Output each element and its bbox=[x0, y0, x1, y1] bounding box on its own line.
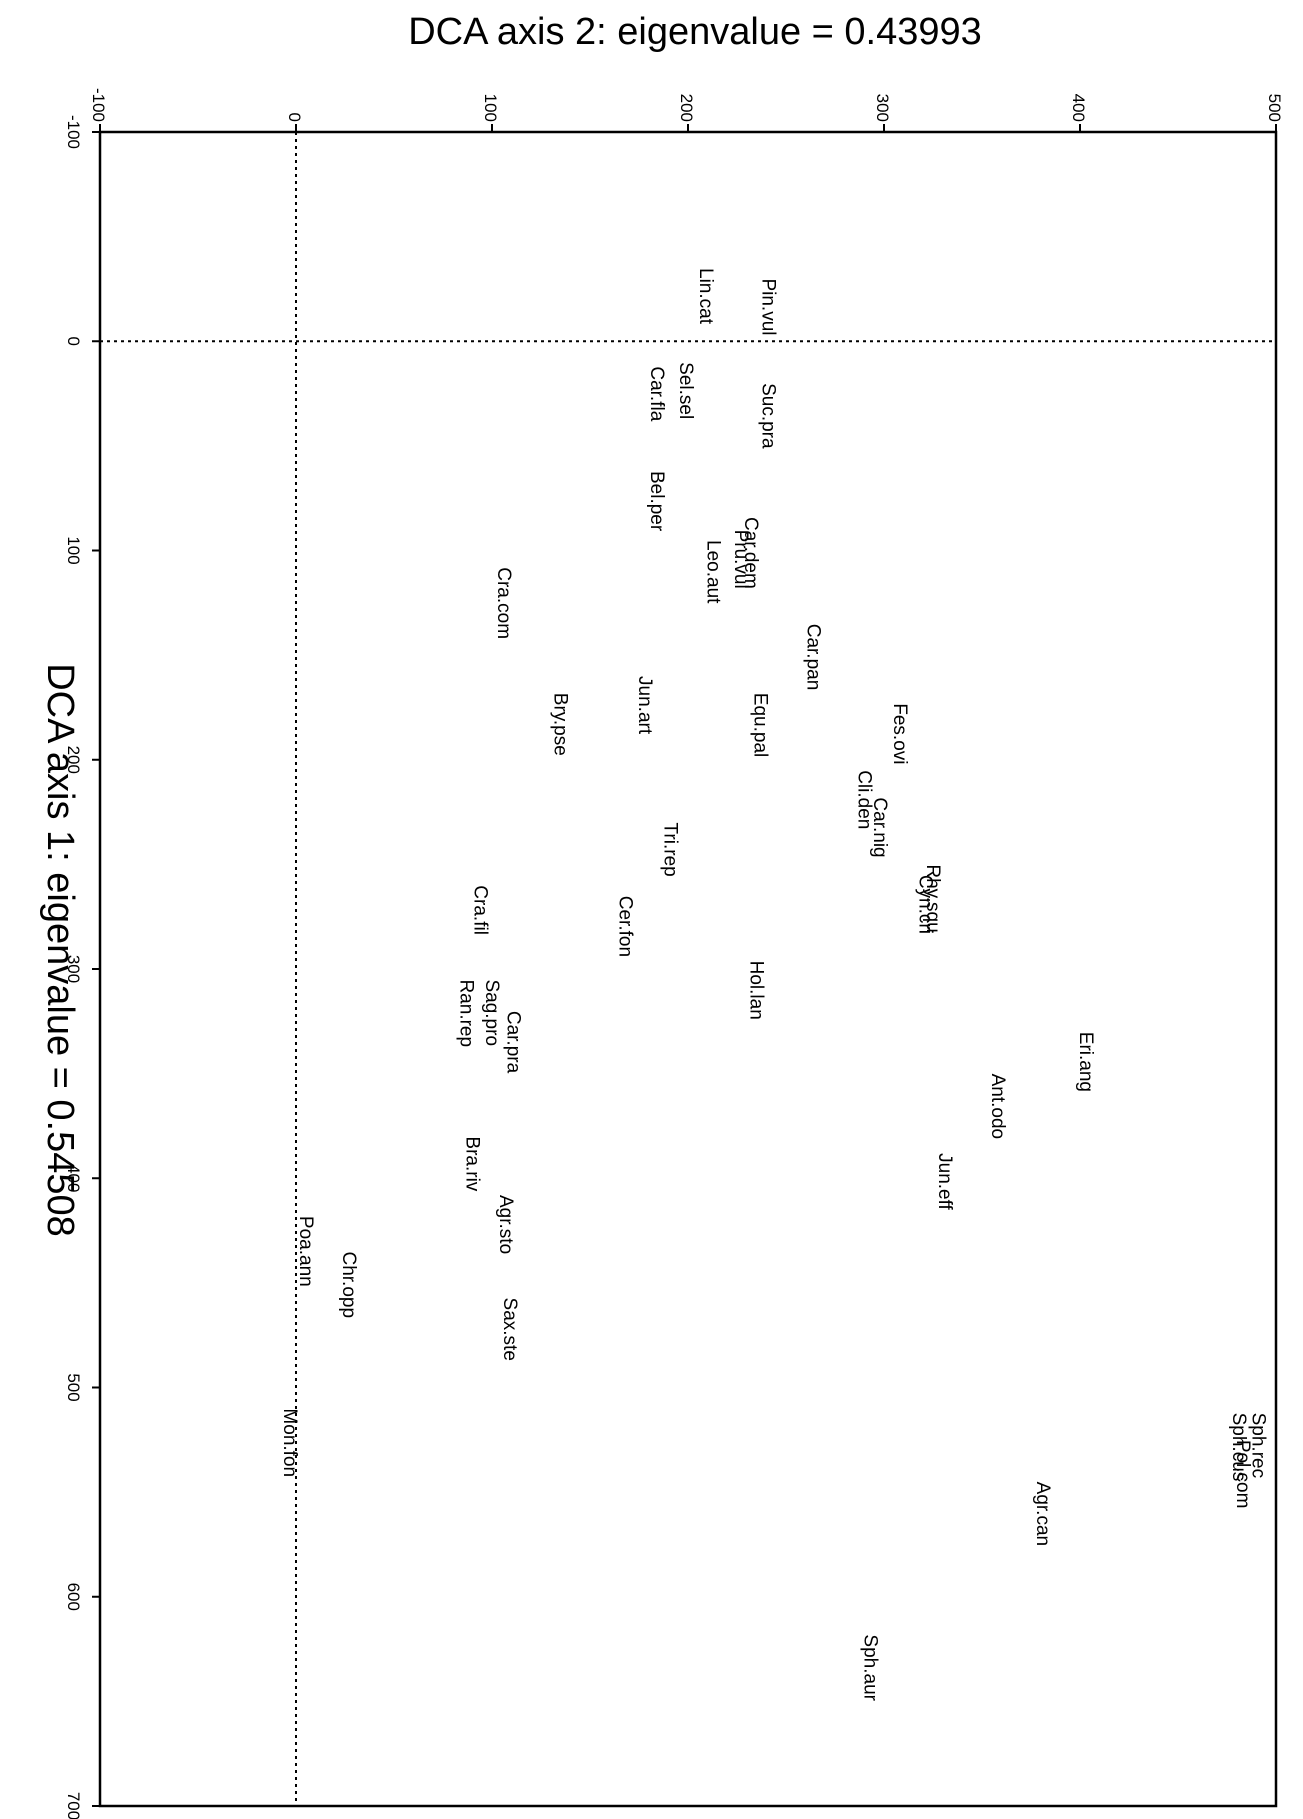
species-label: Cra.fil bbox=[469, 885, 490, 935]
axis1-tick-label: 700 bbox=[64, 1792, 83, 1819]
axis2-tick-label: 300 bbox=[873, 94, 892, 122]
axis2-tick-label: 100 bbox=[481, 94, 500, 122]
species-label: Car.fla bbox=[646, 366, 667, 421]
species-label: Bra.riv bbox=[462, 1136, 483, 1191]
species-label: Lin.cat bbox=[695, 268, 716, 325]
species-label: Sph.cus bbox=[1228, 1413, 1249, 1482]
species-label: Chr.opp bbox=[338, 1251, 359, 1318]
species-label: Sax.ste bbox=[499, 1298, 520, 1361]
species-label: Pru.vul bbox=[730, 530, 751, 589]
species-label: Car.dem bbox=[740, 517, 761, 589]
species-label: Mon.fon bbox=[279, 1408, 300, 1477]
axis2-tick-label: 0 bbox=[285, 113, 304, 122]
axis2-tick-label: 500 bbox=[1265, 94, 1284, 122]
species-label: Poa.ann bbox=[295, 1216, 316, 1287]
species-label: Sag.pro bbox=[481, 979, 502, 1046]
axis2-tick-label: -100 bbox=[89, 88, 108, 122]
axis1-tick-label: 400 bbox=[64, 1164, 83, 1192]
species-label: Car.pan bbox=[803, 624, 824, 691]
species-label: Hol.lan bbox=[746, 961, 767, 1020]
species-label: Leo.aut bbox=[703, 540, 724, 604]
species-label: Sph.aur bbox=[859, 1634, 880, 1701]
axis1-tick-label: 100 bbox=[64, 536, 83, 564]
species-label: Jun.eff bbox=[934, 1153, 955, 1210]
species-label: Cyn.cri bbox=[914, 875, 935, 934]
species-label: Eri.ang bbox=[1075, 1032, 1096, 1092]
species-labels: Lin.cat Pin.vul Suc.pra Sel.sel Car.fla Bel.p… bbox=[279, 268, 1268, 1702]
chart-title: DCA axis 2: eigenvalue = 0.43993 bbox=[408, 11, 982, 53]
axis2-tick-label: 400 bbox=[1069, 94, 1088, 122]
species-label: Pin.vul bbox=[757, 278, 778, 335]
reference-lines bbox=[100, 132, 1276, 1806]
axis1-tick-label: -100 bbox=[64, 115, 83, 149]
species-label: Car.nig bbox=[869, 797, 890, 857]
axis1-tick-label: 600 bbox=[64, 1583, 83, 1611]
axis1-tick-label: 0 bbox=[64, 337, 83, 346]
species-label: Sel.sel bbox=[675, 362, 696, 419]
species-label: Car.pra bbox=[503, 1011, 524, 1074]
axis1-tick-label: 300 bbox=[64, 955, 83, 983]
species-label: Pol.com bbox=[1232, 1440, 1253, 1509]
species-label: Bel.per bbox=[646, 471, 667, 532]
species-label: Jun.art bbox=[634, 676, 655, 735]
species-label: Ant.odo bbox=[987, 1074, 1008, 1140]
species-label: Cra.com bbox=[493, 567, 514, 639]
species-label: Sph.rec bbox=[1247, 1413, 1268, 1478]
species-label: Tri.rep bbox=[659, 823, 680, 877]
species-label: Bry.pse bbox=[550, 693, 571, 756]
axis2-tick-label: 200 bbox=[677, 94, 696, 122]
species-label: Cer.fon bbox=[614, 896, 635, 957]
species-label: Suc.pra bbox=[757, 383, 778, 449]
species-label: Agr.can bbox=[1032, 1482, 1053, 1546]
axis1-tick-label: 200 bbox=[64, 746, 83, 774]
axis1-tick-label: 500 bbox=[64, 1373, 83, 1401]
species-label: Ran.rep bbox=[456, 979, 477, 1047]
species-label: Fes.ovi bbox=[889, 703, 910, 764]
species-label: Rhy.squ bbox=[922, 864, 943, 932]
species-label: Equ.pal bbox=[750, 693, 771, 757]
axis-ticks: -100 0 100 200 300 400 500 -100 0 100 200 300 400 500… bbox=[64, 88, 1284, 1819]
species-label: Agr.sto bbox=[495, 1195, 516, 1254]
y-axis-label: DCA axis 1: eigenvalue = 0.54508 bbox=[39, 663, 81, 1237]
species-label: Cli.den bbox=[854, 770, 875, 829]
